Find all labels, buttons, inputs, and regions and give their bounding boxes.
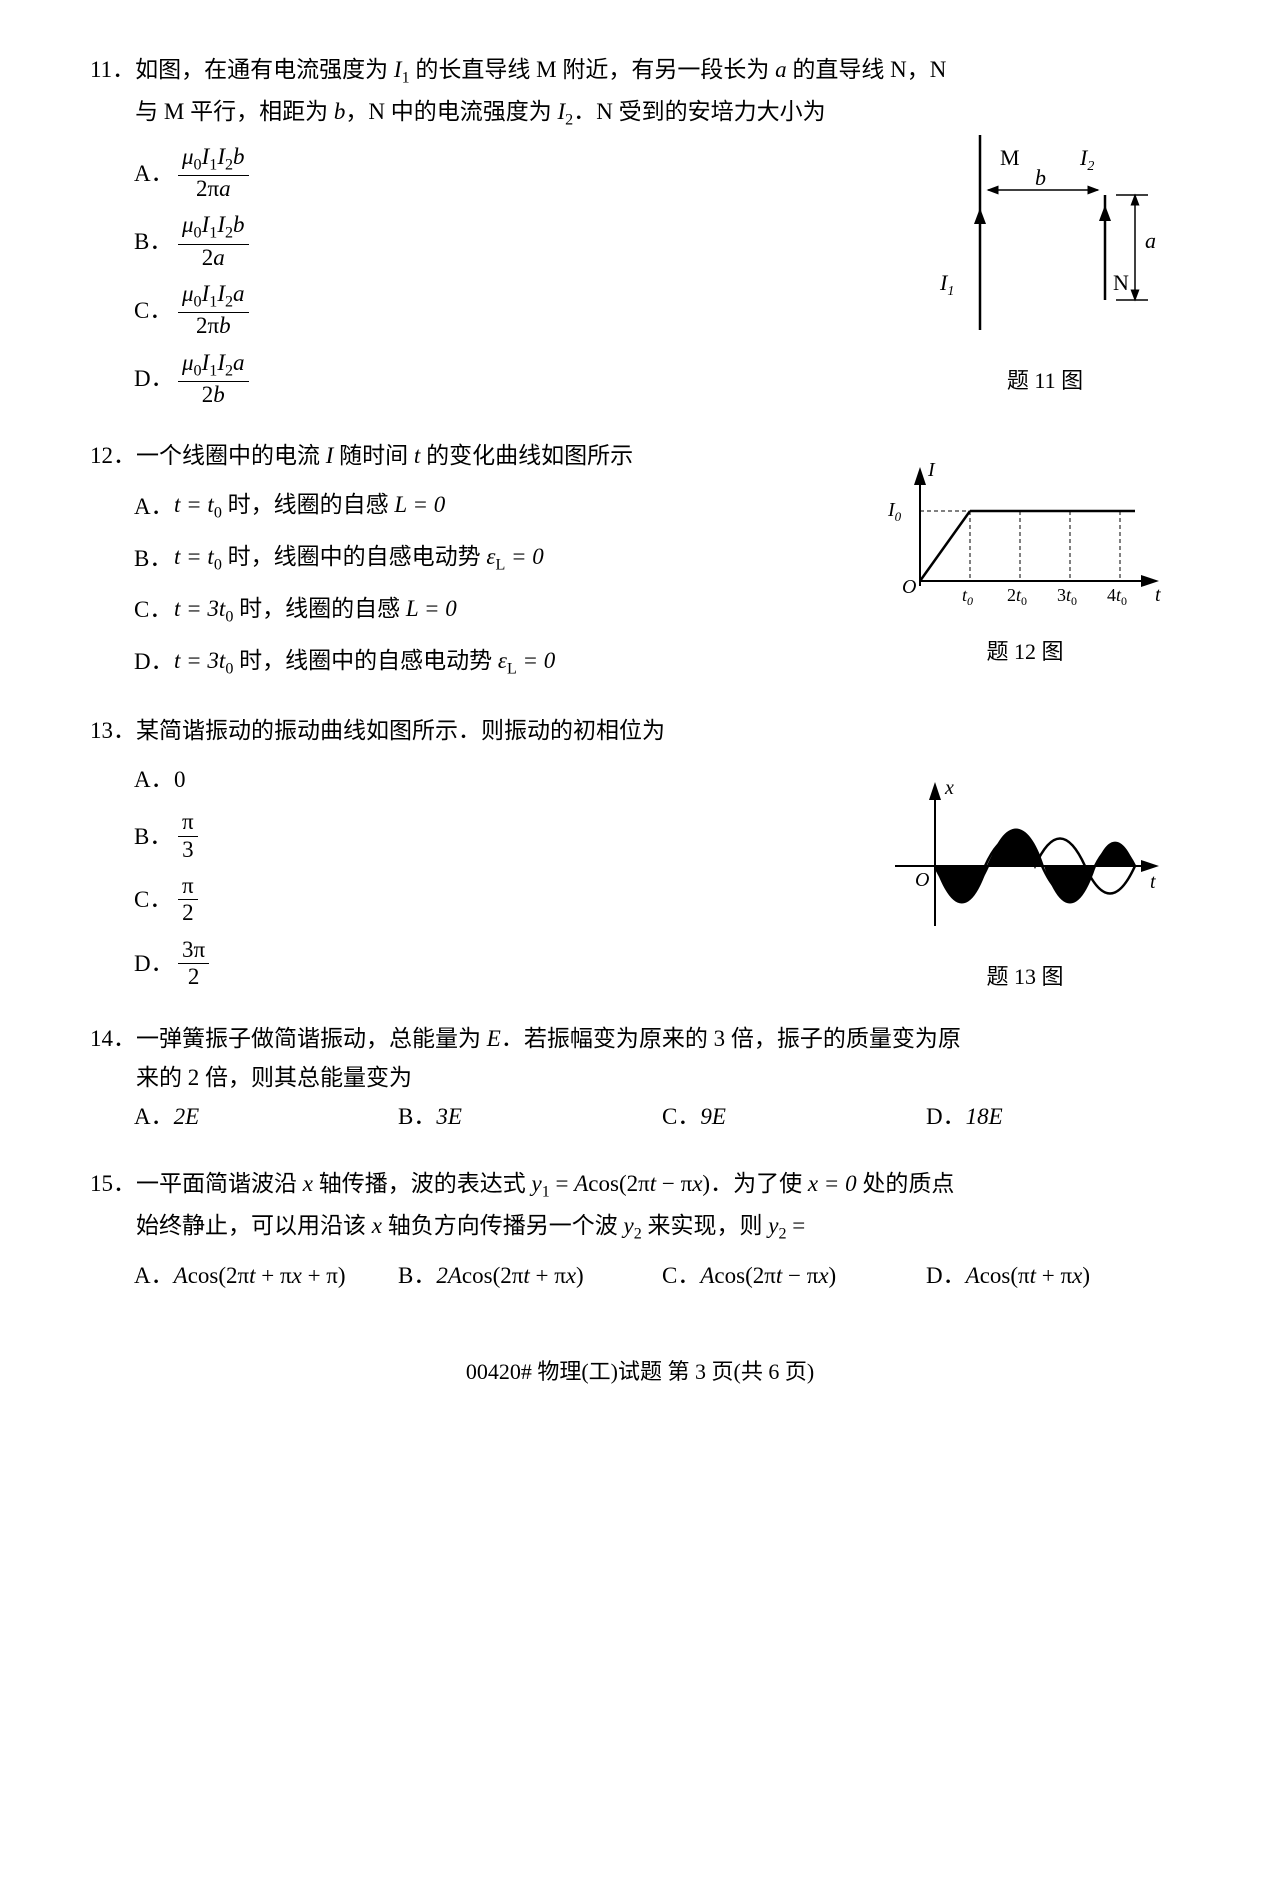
- svg-text:t: t: [1155, 584, 1161, 606]
- q14-opt-c: C．9E: [662, 1097, 926, 1136]
- q14-opt-a: A．2E: [134, 1097, 398, 1136]
- q13-figure: x t O 题 13 图: [880, 776, 1170, 995]
- q12-figure: I t O I0 t0 2t0 3t0 4t0 题 12 图: [880, 461, 1170, 670]
- q15-opt-d: D．Acos(πt + πx): [926, 1256, 1190, 1295]
- q11-stem: 如图，在通有电流强度为 I1 的长直导线 M 附近，有另一段长为 a 的直导线 …: [135, 50, 1190, 134]
- q11-fig-caption: 题 11 图: [920, 362, 1170, 399]
- q15-opt-b: B．2Acos(2πt + πx): [398, 1256, 662, 1295]
- q15-number: 15．: [90, 1164, 136, 1203]
- q13-number: 13．: [90, 711, 136, 750]
- q11-I1: I: [394, 57, 402, 82]
- q12-svg: I t O I0 t0 2t0 3t0 4t0: [880, 461, 1170, 611]
- question-14: 14． 一弹簧振子做简谐振动，总能量为 E．若振幅变为原来的 3 倍，振子的质量…: [90, 1019, 1190, 1136]
- q13-svg: x t O: [880, 776, 1170, 936]
- q12-fig-caption: 题 12 图: [880, 633, 1170, 670]
- svg-text:O: O: [902, 576, 916, 598]
- svg-text:t: t: [1150, 871, 1156, 893]
- svg-text:O: O: [915, 869, 929, 891]
- q11-svg: M I1 N I2 b a: [920, 130, 1170, 340]
- fig11-N: N: [1113, 270, 1129, 295]
- svg-text:2t0: 2t0: [1007, 585, 1027, 608]
- q15-opt-c: C．Acos(2πt − πx): [662, 1256, 926, 1295]
- q13-stem: 某简谐振动的振动曲线如图所示．则振动的初相位为: [136, 711, 1190, 750]
- q14-options: A．2E B．3E C．9E D．18E: [90, 1097, 1190, 1136]
- fig11-I2: I2: [1079, 145, 1094, 174]
- fig11-b: b: [1035, 165, 1046, 190]
- svg-text:x: x: [944, 777, 954, 799]
- q12-number: 12．: [90, 436, 136, 475]
- q15-stem: 一平面简谐波沿 x 轴传播，波的表达式 y1 = Acos(2πt − πx)．…: [136, 1164, 1190, 1248]
- question-12: 12． 一个线圈中的电流 I 随时间 t 的变化曲线如图所示 A． t = t0…: [90, 436, 1190, 683]
- svg-text:I: I: [927, 461, 936, 481]
- q11-number: 11．: [90, 50, 135, 89]
- svg-text:3t0: 3t0: [1057, 585, 1077, 608]
- q15-options: A．Acos(2πt + πx + π) B．2Acos(2πt + πx) C…: [90, 1248, 1190, 1303]
- fig11-I1: I1: [939, 270, 954, 299]
- svg-text:t0: t0: [962, 585, 973, 608]
- q14-stem: 一弹簧振子做简谐振动，总能量为 E．若振幅变为原来的 3 倍，振子的质量变为原 …: [136, 1019, 1190, 1097]
- question-15: 15． 一平面简谐波沿 x 轴传播，波的表达式 y1 = Acos(2πt − …: [90, 1164, 1190, 1303]
- q14-opt-d: D．18E: [926, 1097, 1190, 1136]
- question-11: 11． 如图，在通有电流强度为 I1 的长直导线 M 附近，有另一段长为 a 的…: [90, 50, 1190, 408]
- fig11-a: a: [1145, 228, 1156, 253]
- page-footer: 00420# 物理(工)试题 第 3 页(共 6 页): [90, 1353, 1190, 1390]
- fig11-M: M: [1000, 145, 1020, 170]
- q14-number: 14．: [90, 1019, 136, 1058]
- svg-text:I0: I0: [887, 499, 902, 524]
- q11-figure: M I1 N I2 b a 题 11 图: [920, 130, 1170, 399]
- q11-text: 如图，在通有电流强度为: [135, 57, 394, 82]
- q13-fig-caption: 题 13 图: [880, 958, 1170, 995]
- q15-opt-a: A．Acos(2πt + πx + π): [134, 1256, 398, 1295]
- svg-text:4t0: 4t0: [1107, 585, 1127, 608]
- q14-opt-b: B．3E: [398, 1097, 662, 1136]
- question-13: 13． 某简谐振动的振动曲线如图所示．则振动的初相位为 A． 0 B． π3 C…: [90, 711, 1190, 991]
